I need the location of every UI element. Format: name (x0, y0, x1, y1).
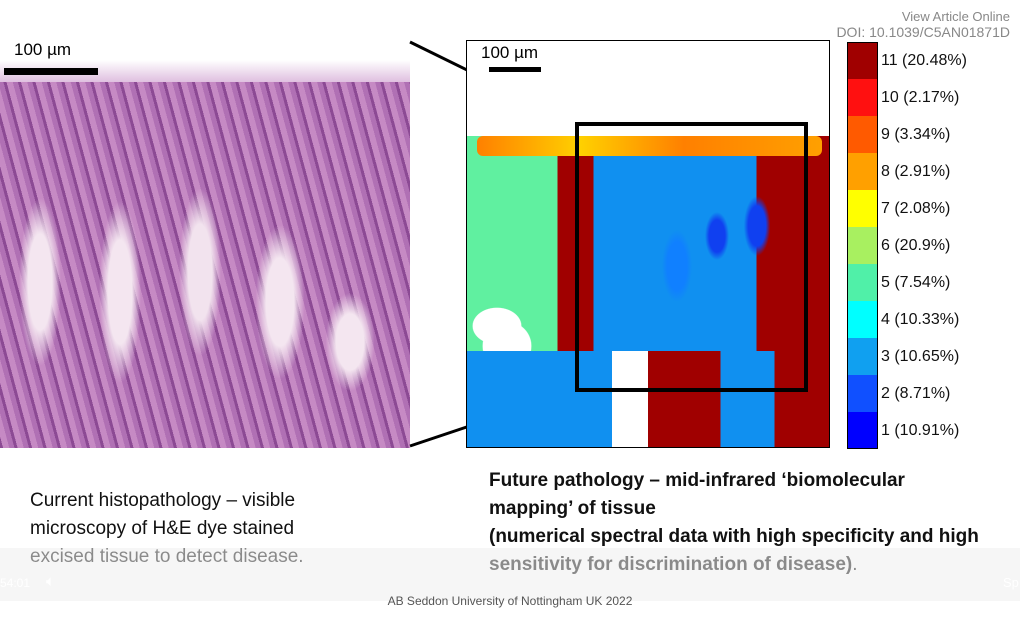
colorbar-swatch (848, 153, 878, 190)
infrared-map-image: 100 µm (466, 40, 830, 448)
colorbar-label: 4 (10.33%) (881, 311, 960, 328)
colorbar-swatch (848, 116, 878, 153)
colorbar-swatch (848, 190, 878, 227)
view-article-online-link[interactable]: View Article Online (901, 9, 1010, 24)
doi-text: DOI: 10.1039/C5AN01871D (836, 24, 1010, 40)
right-scale-bar (489, 67, 541, 72)
colorbar-swatch (848, 338, 878, 375)
tissue-map-edge (477, 136, 822, 156)
colorbar-label: 3 (10.65%) (881, 348, 960, 365)
colorbar-swatch (848, 79, 878, 116)
video-control-bar[interactable] (0, 548, 1020, 601)
colorbar-swatch (848, 301, 878, 338)
colorbar-label: 1 (10.91%) (881, 422, 960, 439)
right-scale-label: 100 µm (481, 43, 539, 62)
histology-image (0, 82, 410, 448)
colorbar-label: 11 (20.48%) (881, 52, 967, 69)
zoom-region-box (575, 122, 808, 392)
speaker-icon[interactable]: 🔈︎ (46, 573, 56, 590)
left-scale-label: 100 µm (14, 40, 72, 59)
tissue-map-bottom (467, 351, 829, 447)
time-display: 54:01 (0, 576, 31, 590)
colorbar-swatch (848, 264, 878, 301)
colorbar-swatch (848, 412, 878, 449)
colorbar-label: 10 (2.17%) (881, 89, 960, 106)
colorbar-border (847, 42, 878, 449)
colorbar-label: 2 (8.71%) (881, 385, 951, 402)
colorbar-swatch (848, 227, 878, 264)
colorbar-swatch (848, 42, 878, 79)
colorbar-label: 7 (2.08%) (881, 200, 951, 217)
colorbar-label: 9 (3.34%) (881, 126, 951, 143)
speed-button[interactable]: Sp (1003, 575, 1019, 590)
right-caption-line1: Future pathology – mid-infrared ‘biomole… (489, 470, 905, 519)
colorbar-label: 5 (7.54%) (881, 274, 951, 291)
left-scale-bar (4, 68, 98, 75)
colorbar-label: 8 (2.91%) (881, 163, 951, 180)
colorbar-swatch (848, 375, 878, 412)
slide-footer: AB Seddon University of Nottingham UK 20… (387, 594, 633, 608)
colorbar-label: 6 (20.9%) (881, 237, 951, 254)
